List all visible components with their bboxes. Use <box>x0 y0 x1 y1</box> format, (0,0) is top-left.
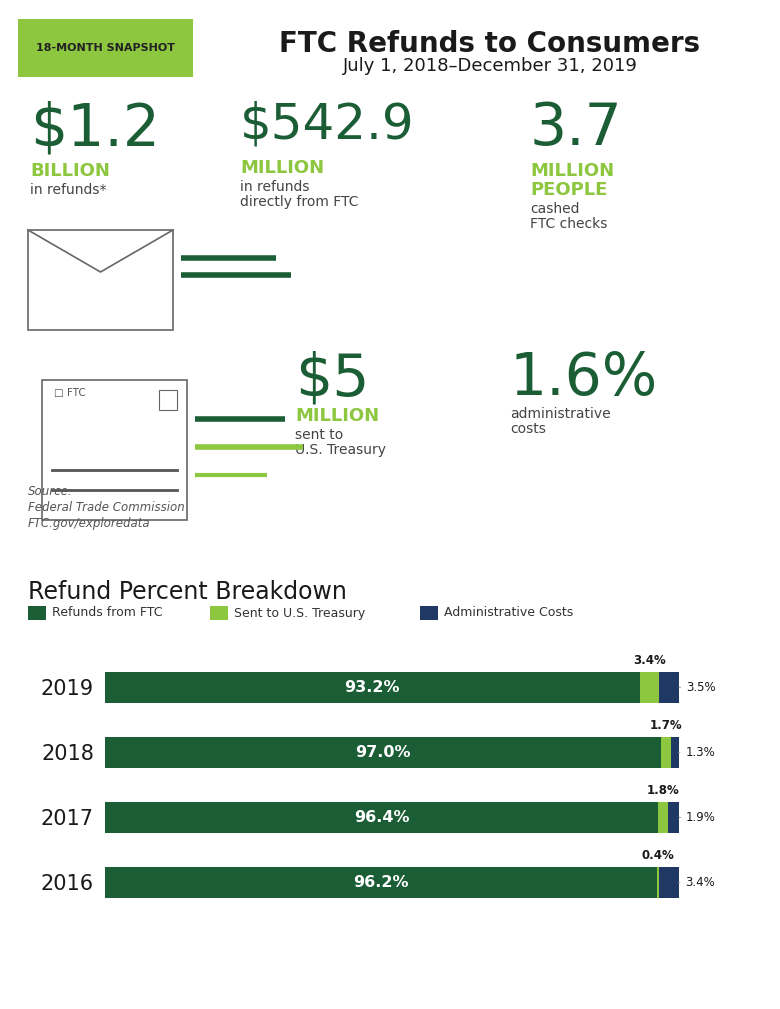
Bar <box>640 672 659 703</box>
Text: directly from FTC: directly from FTC <box>240 195 359 209</box>
Text: Federal Trade Commission: Federal Trade Commission <box>28 501 185 514</box>
Bar <box>105 802 658 833</box>
Bar <box>671 737 679 768</box>
Bar <box>105 737 661 768</box>
Bar <box>42 380 187 520</box>
Text: in refunds*: in refunds* <box>30 183 107 197</box>
Text: 96.4%: 96.4% <box>353 810 410 825</box>
Text: cashed: cashed <box>530 202 580 216</box>
Text: MILLION: MILLION <box>240 159 324 177</box>
Text: FTC Refunds to Consumers: FTC Refunds to Consumers <box>279 30 700 58</box>
Text: 1.9%: 1.9% <box>679 811 716 824</box>
Text: 1.8%: 1.8% <box>647 784 679 797</box>
Text: MILLION: MILLION <box>295 407 379 425</box>
Text: sent to: sent to <box>295 428 343 442</box>
Text: Sent to U.S. Treasury: Sent to U.S. Treasury <box>234 606 365 620</box>
Text: 3.4%: 3.4% <box>633 654 665 667</box>
Bar <box>28 230 173 330</box>
Bar <box>657 867 659 898</box>
Text: Refund Percent Breakdown: Refund Percent Breakdown <box>28 580 347 604</box>
Text: □ FTC: □ FTC <box>54 388 86 398</box>
Bar <box>661 737 671 768</box>
Text: Source:: Source: <box>28 485 73 498</box>
Text: July 1, 2018–December 31, 2019: July 1, 2018–December 31, 2019 <box>342 57 637 75</box>
Bar <box>658 802 668 833</box>
Bar <box>18 19 193 77</box>
Text: 18-MONTH SNAPSHOT: 18-MONTH SNAPSHOT <box>36 43 175 53</box>
Bar <box>105 867 657 898</box>
Text: PEOPLE: PEOPLE <box>530 181 608 199</box>
Text: 1.6%: 1.6% <box>510 350 658 407</box>
Text: FTC.gov/exploredata: FTC.gov/exploredata <box>28 517 151 530</box>
Text: 96.2%: 96.2% <box>353 875 409 890</box>
Text: 3.5%: 3.5% <box>679 681 715 694</box>
Text: U.S. Treasury: U.S. Treasury <box>295 443 386 457</box>
Text: 3.7: 3.7 <box>530 100 622 157</box>
Bar <box>159 390 177 410</box>
Bar <box>210 606 228 620</box>
Text: in refunds: in refunds <box>240 180 310 194</box>
Bar <box>668 802 679 833</box>
Bar <box>28 606 46 620</box>
Text: 3.4%: 3.4% <box>679 876 715 889</box>
Text: 97.0%: 97.0% <box>356 745 411 760</box>
Text: 93.2%: 93.2% <box>345 680 400 695</box>
Text: MILLION: MILLION <box>530 162 614 180</box>
Text: Administrative Costs: Administrative Costs <box>444 606 573 620</box>
Bar <box>659 672 679 703</box>
Text: $5: $5 <box>295 350 370 407</box>
Text: 1.7%: 1.7% <box>650 719 682 733</box>
Text: $1.2: $1.2 <box>30 100 160 157</box>
Bar <box>659 867 679 898</box>
Text: including refund programs administered by defendants and other federal agencies.: including refund programs administered b… <box>28 967 560 980</box>
Text: $542.9: $542.9 <box>240 100 415 148</box>
Text: administrative: administrative <box>510 407 611 421</box>
Text: *This total includes money returned to consumers as a result of all FTC cases,: *This total includes money returned to c… <box>28 947 516 960</box>
Bar <box>420 606 438 620</box>
Text: BILLION: BILLION <box>30 162 110 180</box>
Text: costs: costs <box>510 422 546 436</box>
Text: Refunds from FTC: Refunds from FTC <box>52 606 162 620</box>
Bar <box>105 672 640 703</box>
Text: 0.4%: 0.4% <box>641 850 674 863</box>
Text: 1.3%: 1.3% <box>679 746 715 759</box>
Text: FTC checks: FTC checks <box>530 217 608 231</box>
